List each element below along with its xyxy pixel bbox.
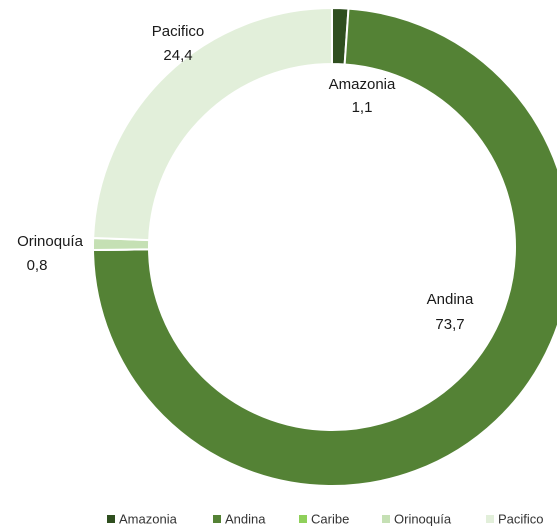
slice-label: Amazonia — [329, 76, 396, 93]
slice-label: Orinoquía — [17, 233, 84, 250]
slice-value: 0,8 — [27, 257, 48, 274]
slice-label: Pacifico — [152, 23, 205, 40]
legend-label: Pacifico — [498, 511, 544, 526]
donut-slice — [92, 7, 557, 487]
legend-swatch — [382, 515, 390, 523]
slice-value: 24,4 — [163, 47, 192, 64]
legend-label: Andina — [225, 511, 266, 526]
legend-swatch — [486, 515, 494, 523]
legend-label: Caribe — [311, 511, 349, 526]
legend-label: Orinoquía — [394, 511, 452, 526]
legend-swatch — [213, 515, 221, 523]
slice-value: 1,1 — [352, 99, 373, 116]
slice-label: Andina — [427, 291, 474, 308]
donut-slice — [92, 6, 333, 242]
slice-value: 73,7 — [435, 316, 464, 333]
legend-swatch — [299, 515, 307, 523]
legend-label: Amazonia — [119, 511, 178, 526]
legend-swatch — [107, 515, 115, 523]
